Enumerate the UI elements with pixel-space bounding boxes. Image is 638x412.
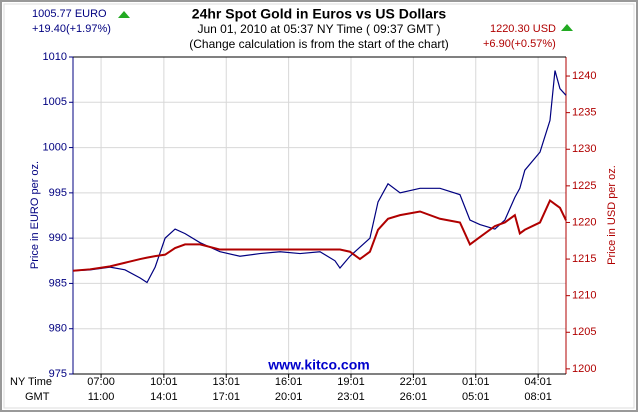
y2-tick-label: 1220 xyxy=(572,216,596,228)
x-row-label: NY Time xyxy=(10,376,52,388)
x-tick-label: 01:01 xyxy=(462,376,490,388)
y-tick-label: 1000 xyxy=(43,141,67,153)
x-tick-label-gmt: 26:01 xyxy=(400,391,428,403)
y-axis-label: Price in EURO per oz. xyxy=(29,161,41,269)
up-icon xyxy=(561,24,573,31)
y2-tick-label: 1200 xyxy=(572,363,596,375)
x-tick-label-gmt: 11:00 xyxy=(88,391,115,403)
left-price: 1005.77 EURO xyxy=(32,8,107,20)
y2-tick-label: 1210 xyxy=(572,290,596,302)
y2-tick-label: 1240 xyxy=(572,70,596,82)
right-change: +6.90(+0.57%) xyxy=(483,38,556,50)
watermark: www.kitco.com xyxy=(267,357,369,373)
subtitle: (Change calculation is from the start of… xyxy=(189,37,448,51)
left-change: +19.40(+1.97%) xyxy=(32,23,111,35)
x-tick-label: 19:01 xyxy=(337,376,365,388)
x-tick-label-gmt: 23:01 xyxy=(337,391,365,403)
x-tick-label: 10:01 xyxy=(150,376,178,388)
y2-tick-label: 1215 xyxy=(572,253,596,265)
y2-axis-label: Price in USD per oz. xyxy=(606,165,618,265)
y-tick-label: 995 xyxy=(49,187,67,199)
y-tick-label: 1010 xyxy=(43,51,67,63)
subtitle: Jun 01, 2010 at 05:37 NY Time ( 09:37 GM… xyxy=(197,22,440,36)
x-tick-label-gmt: 17:01 xyxy=(212,391,240,403)
x-tick-label-gmt: 08:01 xyxy=(524,391,552,403)
y2-tick-label: 1205 xyxy=(572,326,596,338)
y-tick-label: 985 xyxy=(49,277,67,289)
y2-tick-label: 1230 xyxy=(572,143,596,155)
x-tick-label-gmt: 14:01 xyxy=(150,391,178,403)
x-tick-label: 16:01 xyxy=(275,376,303,388)
line-series xyxy=(72,70,567,284)
y-tick-label: 975 xyxy=(49,368,67,380)
y-tick-label: 990 xyxy=(49,232,67,244)
y2-tick-label: 1225 xyxy=(572,180,596,192)
x-tick-label: 22:01 xyxy=(400,376,428,388)
chart-title: 24hr Spot Gold in Euros vs US Dollars xyxy=(192,6,447,22)
x-tick-label-gmt: 05:01 xyxy=(462,391,490,403)
x-row-label: GMT xyxy=(25,391,50,403)
right-price: 1220.30 USD xyxy=(490,23,556,35)
x-tick-label: 13:01 xyxy=(212,376,240,388)
x-tick-label: 04:01 xyxy=(524,376,552,388)
y2-tick-label: 1235 xyxy=(572,107,596,119)
frame-inner xyxy=(3,3,635,409)
line-series xyxy=(72,198,567,272)
up-icon xyxy=(118,11,130,18)
x-tick-label: 07:00 xyxy=(87,376,115,388)
y-tick-label: 1005 xyxy=(43,96,67,108)
x-tick-label-gmt: 20:01 xyxy=(275,391,303,403)
y-tick-label: 980 xyxy=(49,323,67,335)
